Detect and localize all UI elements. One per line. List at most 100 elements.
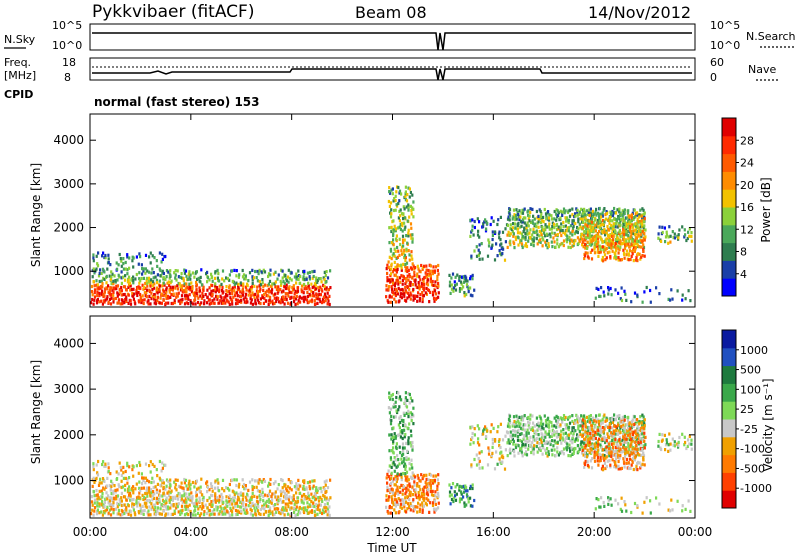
- velocity-cell: [430, 474, 432, 477]
- velocity-cell: [138, 510, 140, 513]
- velocity-cell: [246, 511, 248, 514]
- velocity-cell: [200, 486, 202, 489]
- power-cell: [211, 275, 213, 278]
- power-cell: [639, 253, 641, 256]
- power-cell: [471, 218, 473, 221]
- velocity-cell: [392, 488, 394, 491]
- power-cell: [437, 282, 439, 285]
- velocity-cell: [187, 508, 189, 511]
- velocity-cell: [251, 495, 253, 498]
- velocity-cell: [124, 488, 126, 491]
- velocity-cell: [582, 449, 584, 452]
- velocity-cell: [545, 424, 547, 427]
- power-cell: [169, 296, 171, 299]
- velocity-cell: [201, 502, 203, 505]
- velocity-cell: [411, 413, 413, 416]
- velocity-cell: [258, 482, 260, 485]
- power-cell: [427, 283, 429, 286]
- power-cell: [390, 301, 392, 304]
- velocity-cell: [390, 419, 392, 422]
- velocity-cell: [159, 489, 161, 492]
- velocity-cell: [566, 437, 568, 440]
- power-cell: [188, 283, 190, 286]
- velocity-cell: [633, 423, 635, 426]
- velocity-cell: [397, 477, 399, 480]
- velocity-cell: [106, 484, 108, 487]
- velocity-cell: [113, 497, 115, 500]
- power-cell: [245, 277, 247, 280]
- velocity-cell: [600, 431, 602, 434]
- velocity-cell: [257, 509, 259, 512]
- power-cell: [321, 280, 323, 283]
- velocity-cell: [604, 438, 606, 441]
- velocity-cell: [597, 456, 599, 459]
- power-cell: [544, 208, 546, 211]
- velocity-cell: [317, 496, 319, 499]
- power-cell: [410, 281, 412, 284]
- power-cell: [325, 299, 327, 302]
- power-cell: [96, 294, 98, 297]
- velocity-cell: [627, 445, 629, 448]
- power-cell: [674, 233, 676, 236]
- velocity-cell: [639, 415, 641, 418]
- velocity-cell: [157, 483, 159, 486]
- velocity-cell: [517, 420, 519, 423]
- velocity-cell: [627, 442, 629, 445]
- velocity-cell: [636, 418, 638, 421]
- velocity-cell: [148, 489, 150, 492]
- velocity-cell: [492, 442, 494, 445]
- power-cell: [532, 228, 534, 231]
- power-cell: [121, 302, 123, 305]
- velocity-cell: [231, 503, 233, 506]
- power-cell: [110, 278, 112, 281]
- velocity-cell: [389, 411, 391, 414]
- velocity-cell: [470, 463, 472, 466]
- velocity-cell: [146, 487, 148, 490]
- velocity-cell: [477, 424, 479, 427]
- velocity-cell: [570, 446, 572, 449]
- power-cell: [157, 273, 159, 276]
- power-cell: [636, 226, 638, 229]
- power-cell: [668, 225, 670, 228]
- velocity-cell: [478, 443, 480, 446]
- velocity-cell: [529, 421, 531, 424]
- velocity-cell: [150, 460, 152, 463]
- power-cell: [148, 255, 150, 258]
- velocity-cell: [437, 473, 439, 476]
- velocity-cell: [388, 396, 390, 399]
- velocity-cell: [398, 405, 400, 408]
- velocity-cell: [403, 457, 405, 460]
- power-cell: [556, 238, 558, 241]
- power-cell: [598, 230, 600, 233]
- velocity-cell: [262, 491, 264, 494]
- velocity-cell: [544, 430, 546, 433]
- power-cell: [626, 217, 628, 220]
- velocity-cell: [397, 458, 399, 461]
- power-cell: [303, 270, 305, 273]
- velocity-cell: [134, 513, 136, 516]
- velocity-cell: [232, 497, 234, 500]
- velocity-cell: [410, 416, 412, 419]
- velocity-cell: [235, 491, 237, 494]
- velocity-cell: [630, 467, 632, 470]
- power-cell: [181, 287, 183, 290]
- velocity-cell: [490, 430, 492, 433]
- power-cell: [469, 286, 471, 289]
- velocity-cell: [291, 481, 293, 484]
- power-cell: [658, 232, 660, 235]
- velocity-cell: [259, 513, 261, 516]
- power-cell: [634, 239, 636, 242]
- velocity-cell: [407, 410, 409, 413]
- velocity-cell: [216, 499, 218, 502]
- velocity-cell: [200, 478, 202, 481]
- power-cell: [658, 292, 660, 295]
- velocity-cell: [310, 493, 312, 496]
- power-cell: [410, 254, 412, 257]
- velocity-cell: [187, 513, 189, 516]
- power-cell: [198, 277, 200, 280]
- velocity-cell: [635, 455, 637, 458]
- power-cell: [477, 217, 479, 220]
- velocity-cell: [155, 513, 157, 516]
- power-cell: [405, 300, 407, 303]
- power-cell: [522, 212, 524, 215]
